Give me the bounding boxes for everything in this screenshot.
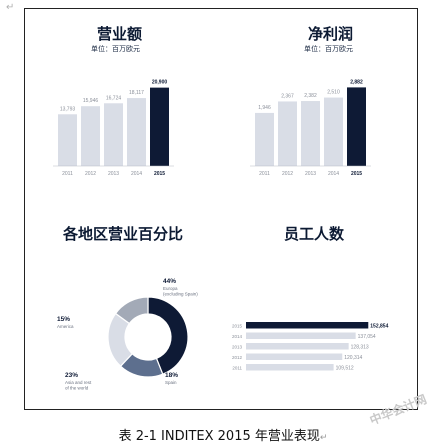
profit-year-label: 2015 <box>351 171 362 177</box>
sales-unit: 单位：百万欧元 <box>91 45 140 53</box>
donut-pct-label: 18% <box>165 372 178 379</box>
staff-year-label: 2012 <box>232 355 243 360</box>
staff-value-label: 137,054 <box>358 334 376 340</box>
donut-region-label: Europa <box>163 286 178 291</box>
staff-bar <box>246 364 334 371</box>
donut-region-label: America <box>57 324 74 329</box>
sales-year-label: 2012 <box>85 171 96 177</box>
profit-value-label: 1,946 <box>258 105 271 111</box>
staff-value-label: 109,512 <box>336 366 354 372</box>
sales-value-label: 16,724 <box>106 95 122 101</box>
staff-value-label: 152,854 <box>370 324 388 330</box>
sales-year-label: 2013 <box>108 171 119 177</box>
sales-panel: 营业额 单位：百万欧元 13,793 2011 15,946 2012 16,724 20… <box>25 9 222 209</box>
infographic-frame: 营业额 单位：百万欧元 13,793 2011 15,946 2012 16,724 20… <box>24 8 418 410</box>
sales-year-label: 2014 <box>131 171 142 177</box>
profit-bar <box>278 101 297 166</box>
staff-chart: 2015 152,854 2014 137,054 2013 128,313 2012 120… <box>232 322 389 372</box>
staff-year-label: 2014 <box>232 334 243 339</box>
profit-value-label: 2,367 <box>281 93 294 99</box>
sales-bar <box>104 103 123 166</box>
donut-region-label: Spain <box>165 380 177 385</box>
profit-bar <box>324 97 343 166</box>
caption-text: 表 2-1 INDITEX 2015 年营业表现 <box>118 429 320 444</box>
staff-bar <box>246 353 343 360</box>
profit-year-label: 2013 <box>305 171 316 177</box>
sales-chart: 13,793 2011 15,946 2012 16,724 2013 18,117 2014… <box>53 80 174 177</box>
sales-year-label: 2015 <box>154 171 165 177</box>
figure-caption: 表 2-1 INDITEX 2015 年营业表现↵ <box>0 425 446 444</box>
profit-unit: 单位：百万欧元 <box>304 45 353 53</box>
staff-bar <box>246 332 356 339</box>
staff-year-label: 2015 <box>232 324 243 329</box>
paragraph-mark-icon: ↵ <box>319 433 328 443</box>
region-title: 各地区营业百分比 <box>63 225 184 243</box>
donut-pct-label: 44% <box>163 278 176 285</box>
donut-slice <box>114 296 149 325</box>
sales-value-label: 13,793 <box>60 106 76 112</box>
sales-value-label: 20,900 <box>152 80 168 86</box>
profit-value-label: 2,382 <box>304 93 317 99</box>
profit-value-label: 2,510 <box>327 90 340 96</box>
donut-region-label: Asia and rest <box>65 380 92 385</box>
sales-value-label: 18,117 <box>129 90 144 96</box>
staff-title: 员工人数 <box>284 225 345 243</box>
sales-bar <box>150 87 169 166</box>
region-donut-chart: 44%Europa(excluding Spain) 18%Spain 23%Asi… <box>57 278 198 391</box>
donut-region-label: (excluding Spain) <box>163 292 198 297</box>
profit-panel: 净利润 单位：百万欧元 1,946 2011 2,367 2012 2,382 2013 2… <box>222 9 419 209</box>
profit-year-label: 2011 <box>259 171 270 177</box>
donut-pct-label: 23% <box>65 372 78 379</box>
staff-year-label: 2011 <box>232 366 242 371</box>
profit-year-label: 2012 <box>282 171 293 177</box>
sales-bar <box>58 114 77 166</box>
donut-slice <box>147 296 189 375</box>
profit-title: 净利润 <box>308 25 354 43</box>
staff-bar <box>246 343 349 350</box>
sales-title: 营业额 <box>97 25 143 43</box>
sales-bar <box>127 98 146 166</box>
profit-value-label: 2,882 <box>350 79 363 85</box>
donut-pct-label: 15% <box>57 316 70 323</box>
profit-bar <box>301 101 320 166</box>
sales-value-label: 15,946 <box>83 98 99 104</box>
profit-bar <box>347 87 366 166</box>
staff-panel: 员工人数 2015 152,854 2014 137,054 2013 128,313 20… <box>222 209 419 409</box>
staff-value-label: 120,314 <box>344 355 362 361</box>
staff-bar <box>246 322 369 329</box>
staff-value-label: 128,313 <box>351 345 369 351</box>
paragraph-mark-icon: ↵ <box>6 2 15 13</box>
profit-chart: 1,946 2011 2,367 2012 2,382 2013 2,510 2014 2,88… <box>250 79 371 177</box>
profit-year-label: 2014 <box>328 171 339 177</box>
donut-region-label: of the world <box>65 386 89 391</box>
sales-year-label: 2011 <box>62 171 73 177</box>
profit-bar <box>255 112 274 166</box>
region-panel: 各地区营业百分比 44% Europa (excluding Spain) 18% Sp… <box>25 209 222 409</box>
staff-year-label: 2013 <box>232 345 243 350</box>
sales-bar <box>81 106 100 166</box>
